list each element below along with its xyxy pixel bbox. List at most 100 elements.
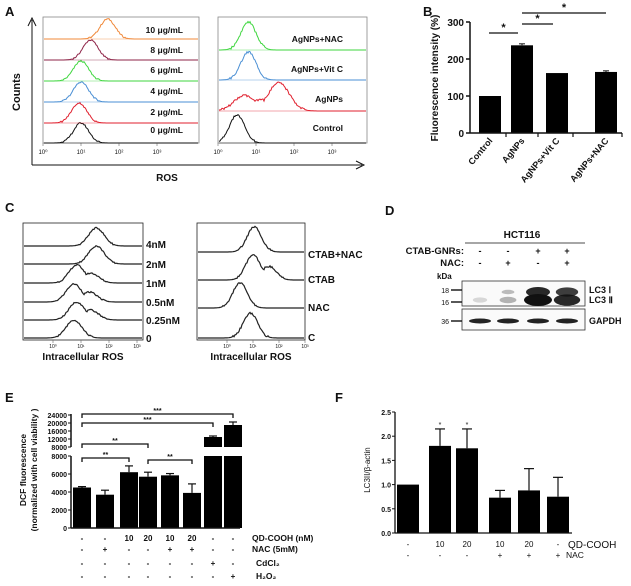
condition-label: QD-COOH (nM) (252, 533, 314, 543)
y-tick-label: 8000 (51, 454, 67, 461)
condition-sign: + (505, 258, 510, 268)
condition-value: - (407, 551, 410, 560)
category-label: Control (466, 136, 494, 167)
x-tick-label: 10⁰ (223, 344, 231, 350)
histogram-trace (198, 281, 304, 309)
significance-bracket (81, 443, 149, 448)
condition-value: - (407, 540, 410, 549)
y-axis-label: DCF fluorescence (18, 434, 28, 507)
y-tick-label: 1.0 (381, 483, 391, 490)
condition-sign: - (479, 246, 482, 256)
y-axis-label: Counts (11, 73, 23, 111)
y-axis-label: LC3II/β-actin (363, 447, 372, 493)
panel-label-b: B (423, 4, 432, 19)
significance-star: * (466, 422, 469, 429)
histogram-trace (24, 301, 142, 321)
trace-label: CTAB (308, 275, 335, 286)
y-tick-label: 24000 (48, 413, 68, 420)
bar (96, 494, 114, 528)
histogram-frame (196, 222, 306, 341)
significance-star: * (562, 2, 567, 14)
y-tick-label: 16000 (48, 429, 68, 436)
condition-sign: + (564, 258, 569, 268)
y-tick-label: 0.0 (381, 531, 391, 538)
bar (397, 484, 419, 533)
x-tick-label: 10¹ (249, 344, 257, 350)
x-tick-label: 10⁰ (38, 149, 48, 156)
condition-value: 10 (166, 534, 175, 543)
lc3-i-band (501, 289, 515, 295)
condition-value: + (211, 559, 216, 568)
histogram-trace (24, 263, 142, 284)
trace-label: 4nM (146, 240, 166, 251)
y-axis-arrow (27, 16, 37, 165)
y-tick-label: 1.5 (381, 458, 391, 465)
bar (511, 45, 533, 134)
bar (479, 96, 501, 133)
trace-label: C (308, 333, 315, 344)
bar (73, 487, 91, 528)
trace-label: AgNPs+Vit C (291, 64, 343, 74)
y-tick-label: 300 (447, 18, 464, 29)
trace-label: 2 μg/mL (150, 107, 183, 117)
x-tick-label: 10² (115, 150, 124, 156)
bar (489, 497, 511, 533)
condition-value: 10 (125, 534, 134, 543)
x-tick-label: 10¹ (252, 150, 261, 156)
significance-stars: ** (112, 438, 118, 445)
condition-value: 10 (436, 540, 445, 549)
bar (183, 492, 201, 528)
condition-value: - (212, 545, 215, 554)
lc3-ii-band (499, 296, 517, 304)
histogram-trace (198, 311, 304, 339)
trace-label: 0 (146, 334, 152, 345)
trace-label: 0.5nM (146, 298, 174, 309)
histogram-trace (198, 254, 304, 281)
condition-value: + (231, 572, 236, 581)
condition-value: - (212, 572, 215, 581)
condition-value: - (232, 545, 235, 554)
condition-value: 10 (496, 540, 505, 549)
significance-star: * (439, 422, 442, 429)
condition-sign: - (479, 258, 482, 268)
histogram-frame (22, 222, 144, 341)
y-tick-label: 12000 (48, 437, 68, 444)
trace-label: 10 μg/mL (146, 25, 183, 35)
condition-label: H₂O₂ (256, 571, 277, 581)
significance-star: * (501, 22, 506, 34)
condition-value: + (168, 545, 173, 554)
bar (120, 472, 138, 528)
x-axis-label: Intracellular ROS (42, 352, 123, 363)
gapdh-band (556, 318, 578, 324)
y-tick-label: 0 (458, 129, 464, 140)
condition-value: - (104, 559, 107, 568)
panel-label-c: C (5, 200, 15, 215)
bar (161, 475, 179, 528)
trace-label: Control (313, 123, 343, 133)
condition-value: - (81, 545, 84, 554)
condition-value: - (128, 572, 131, 581)
y-tick-label: 2.5 (381, 410, 391, 417)
bar (456, 448, 478, 533)
panel-b: 0 100 200 300 Fluorescence intensity (%) Cont… (430, 2, 617, 185)
lc3-i-band (555, 287, 579, 297)
bar (139, 476, 157, 528)
y-tick-label: 20000 (48, 421, 68, 428)
condition-value: - (81, 534, 84, 543)
condition-sign: - (507, 246, 510, 256)
marker-label: 18 (441, 288, 449, 295)
gapdh-band (527, 318, 549, 324)
condition-value: - (439, 551, 442, 560)
condition-value: - (104, 534, 107, 543)
category-label: AgNPs (500, 136, 527, 165)
condition-value: - (169, 559, 172, 568)
condition-value: - (128, 545, 131, 554)
x-tick-label: 10⁰ (49, 344, 57, 350)
x-tick-label: 10² (105, 344, 113, 350)
condition-value: + (498, 551, 503, 560)
condition-value: 20 (144, 534, 153, 543)
bar-upper (224, 425, 242, 447)
trace-label: 0 μg/mL (150, 125, 183, 135)
histogram-trace (24, 226, 142, 247)
trace-label: 4 μg/mL (150, 86, 183, 96)
